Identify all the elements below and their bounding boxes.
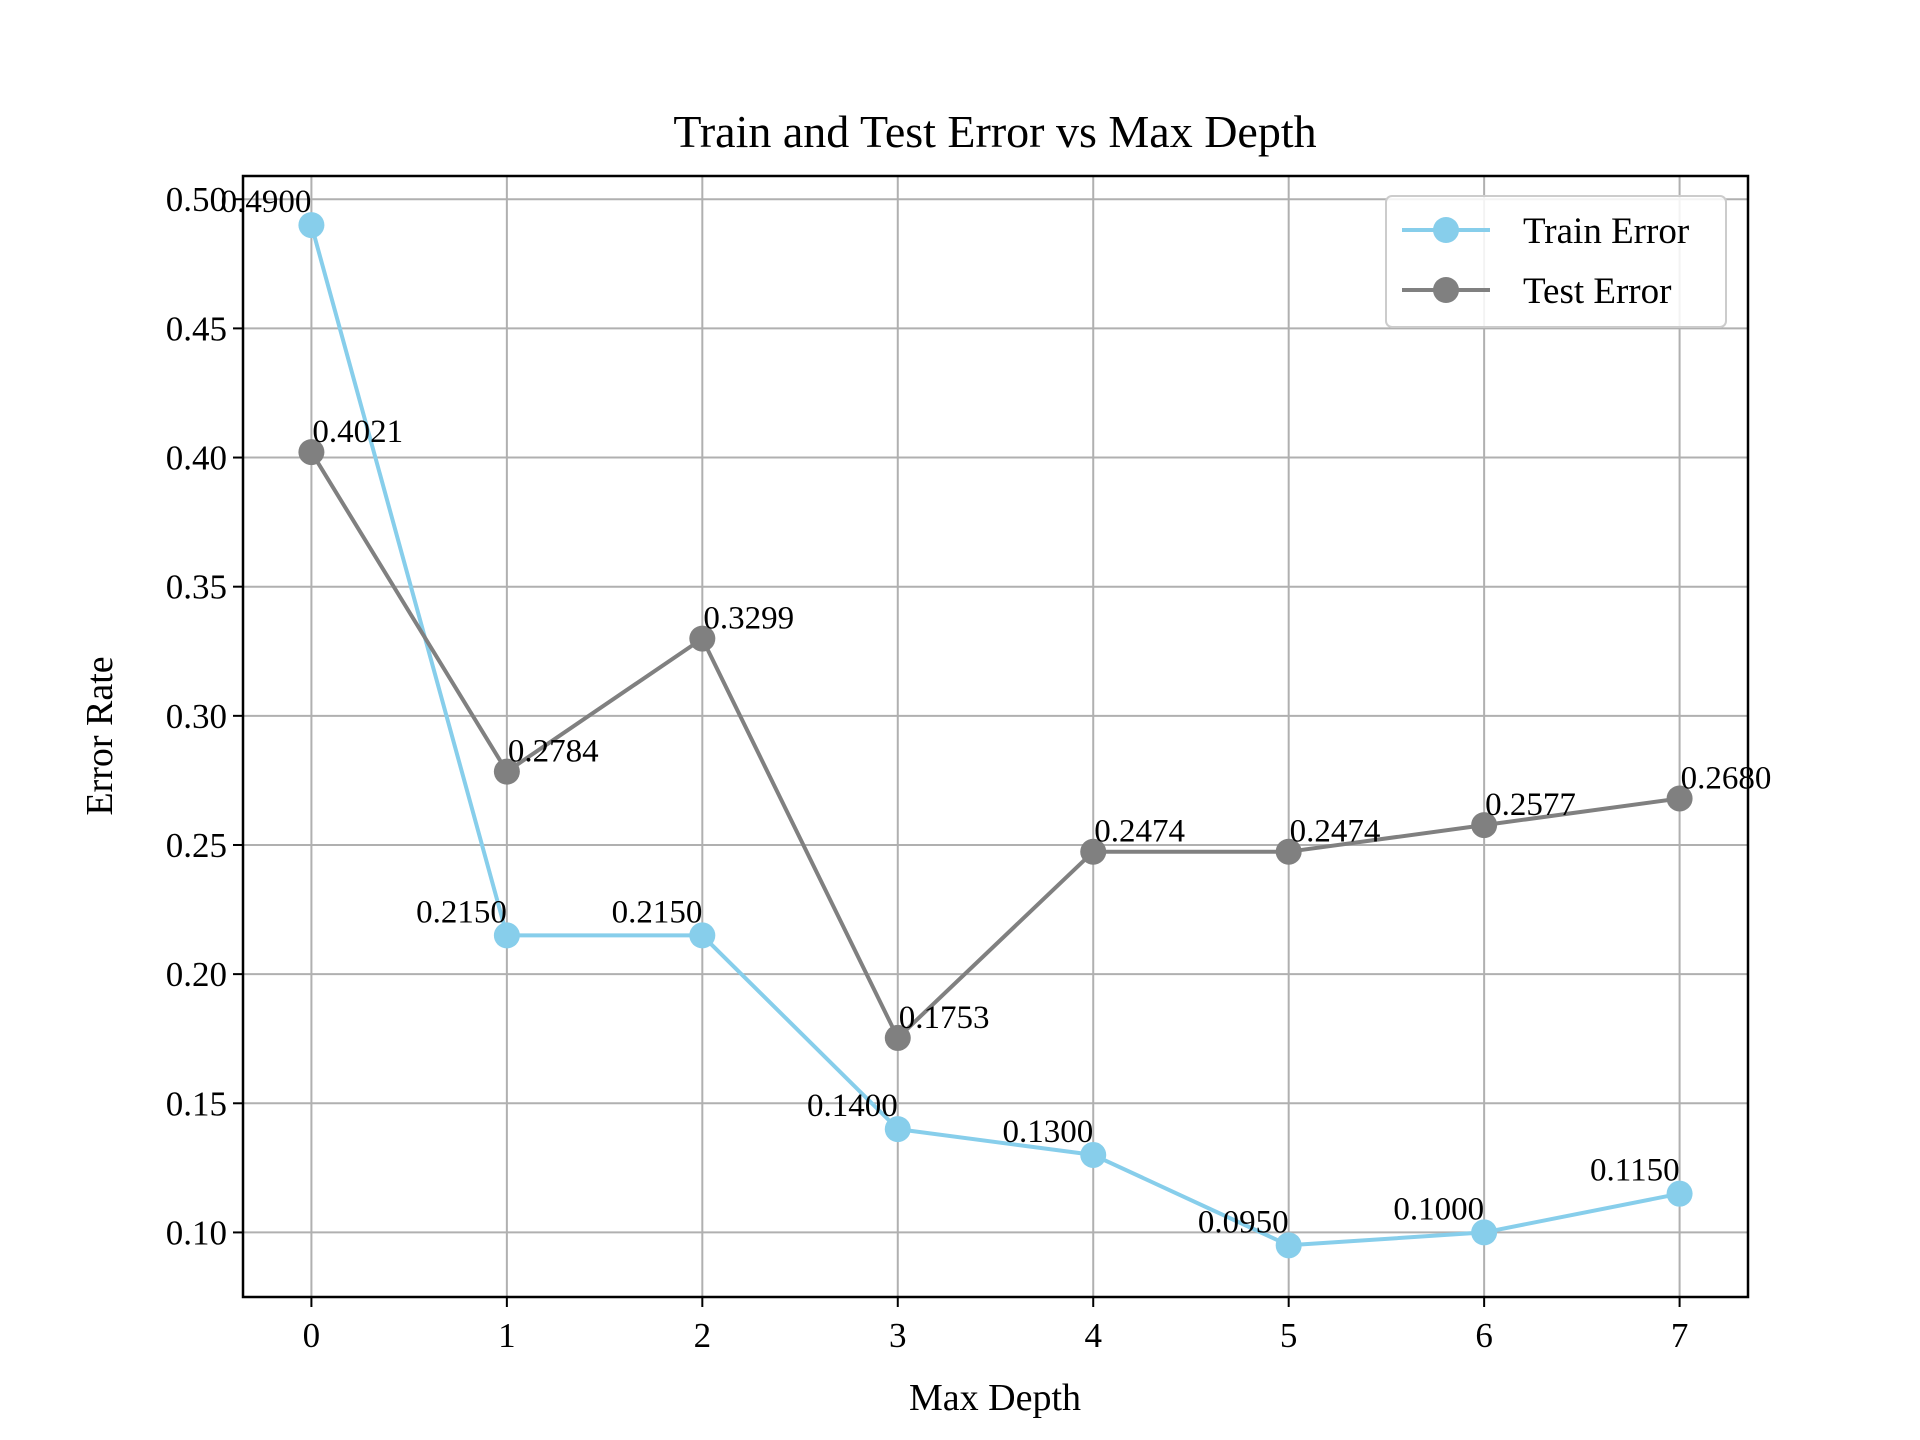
- x-axis-label: Max Depth: [909, 1377, 1081, 1419]
- train-error-data-label: 0.2150: [416, 894, 507, 930]
- train-error-point: [1275, 1232, 1302, 1259]
- train-error-data-label: 0.1300: [1002, 1114, 1093, 1150]
- y-tick-label: 0.50: [166, 180, 227, 219]
- y-tick-label: 0.40: [166, 439, 227, 478]
- ticks: 0 1 2 3 4 5 6 7 0.10 0.15 0.20 0.25 0.30 0.35 0.40 0.45…: [166, 180, 1689, 1355]
- chart-title: Train and Test Error vs Max Depth: [673, 106, 1316, 157]
- test-error-data-label: 0.2474: [1094, 814, 1185, 850]
- test-error-point: [1666, 785, 1693, 812]
- y-tick-label: 0.35: [166, 568, 227, 607]
- test-error-point: [1471, 812, 1498, 839]
- legend-label-train: Train Error: [1523, 211, 1689, 252]
- test-error-point: [1275, 838, 1302, 865]
- test-error-data-label: 0.1753: [899, 1000, 990, 1036]
- test-error-data-label: 0.2680: [1681, 760, 1772, 796]
- series-group: [298, 212, 1693, 1259]
- y-axis-label: Error Rate: [79, 656, 121, 815]
- test-error-data-label: 0.4021: [312, 414, 403, 450]
- data-labels: 0.4900 0.2150 0.2150 0.1400 0.1300 0.0950 0.10…: [221, 184, 1772, 1240]
- train-error-point: [884, 1116, 911, 1143]
- test-error-point: [298, 439, 325, 466]
- test-error-data-label: 0.2784: [508, 734, 599, 770]
- test-error-point: [689, 625, 716, 652]
- train-error-point: [1666, 1180, 1693, 1207]
- x-tick-label: 7: [1671, 1316, 1689, 1355]
- legend: Train Error Test Error: [1385, 195, 1727, 328]
- legend-label-test: Test Error: [1523, 271, 1671, 312]
- train-error-data-label: 0.4900: [221, 184, 312, 220]
- y-tick-label: 0.10: [166, 1213, 227, 1252]
- test-error-line: [309, 451, 1680, 1040]
- test-error-point: [884, 1024, 911, 1051]
- train-error-data-label: 0.0950: [1198, 1204, 1289, 1240]
- x-tick-label: 4: [1084, 1316, 1102, 1355]
- test-error-point: [1080, 838, 1107, 865]
- x-tick-label: 5: [1280, 1316, 1298, 1355]
- y-tick-label: 0.20: [166, 955, 227, 994]
- x-tick-label: 3: [889, 1316, 907, 1355]
- train-error-data-label: 0.1400: [807, 1088, 898, 1124]
- train-error-point: [1471, 1219, 1498, 1246]
- test-error-data-label: 0.2577: [1485, 787, 1576, 823]
- train-error-point: [1080, 1141, 1107, 1168]
- grid: [243, 176, 1748, 1297]
- test-error-data-label: 0.2474: [1290, 814, 1381, 850]
- train-error-line: [309, 224, 1680, 1248]
- train-error-point: [298, 212, 325, 239]
- train-error-point: [493, 922, 520, 949]
- train-error-point: [689, 922, 716, 949]
- legend-marker-test: [1433, 277, 1459, 303]
- y-tick-label: 0.30: [166, 697, 227, 736]
- plot-frame: [241, 174, 1750, 1299]
- train-error-data-label: 0.2150: [612, 894, 703, 930]
- train-error-data-label: 0.1150: [1590, 1153, 1680, 1189]
- y-tick-label: 0.45: [166, 309, 227, 348]
- x-tick-label: 0: [303, 1316, 321, 1355]
- train-error-data-label: 0.1000: [1393, 1191, 1484, 1227]
- x-tick-label: 1: [498, 1316, 516, 1355]
- test-error-data-label: 0.3299: [703, 601, 794, 637]
- x-tick-label: 2: [694, 1316, 712, 1355]
- y-tick-label: 0.15: [166, 1084, 227, 1123]
- x-tick-label: 6: [1475, 1316, 1493, 1355]
- test-error-point: [493, 758, 520, 785]
- legend-marker-train: [1433, 217, 1459, 243]
- y-tick-label: 0.25: [166, 826, 227, 865]
